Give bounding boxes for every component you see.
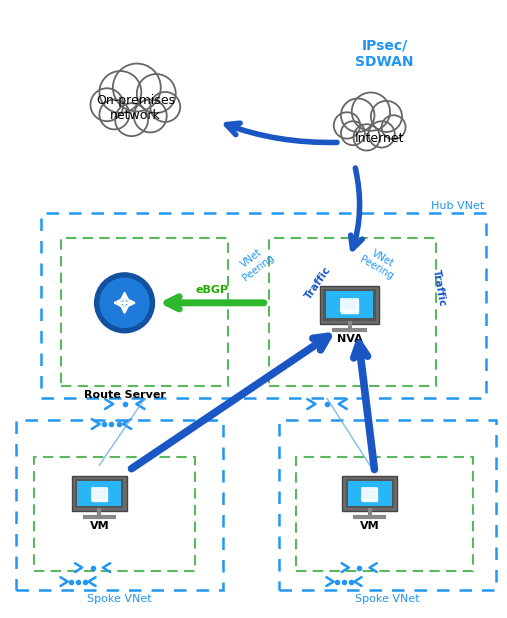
Text: IPsec/
SDWAN: IPsec/ SDWAN xyxy=(355,38,414,69)
Bar xyxy=(77,481,121,506)
Circle shape xyxy=(369,121,395,148)
Circle shape xyxy=(382,115,406,139)
Circle shape xyxy=(134,99,167,132)
Circle shape xyxy=(99,71,141,113)
Circle shape xyxy=(353,124,380,151)
Bar xyxy=(16,420,223,590)
Circle shape xyxy=(341,121,365,145)
Circle shape xyxy=(113,64,161,111)
Circle shape xyxy=(95,273,155,332)
Bar xyxy=(41,213,486,399)
Bar xyxy=(61,238,228,386)
Bar xyxy=(33,457,195,571)
Bar xyxy=(269,238,436,386)
Bar xyxy=(297,457,474,571)
Text: Internet: Internet xyxy=(355,132,405,145)
Polygon shape xyxy=(92,489,107,501)
FancyBboxPatch shape xyxy=(323,289,376,321)
Text: Traffic: Traffic xyxy=(303,265,333,302)
Text: VNet
Peering: VNet Peering xyxy=(234,243,276,283)
Bar xyxy=(325,291,374,318)
FancyBboxPatch shape xyxy=(319,286,379,324)
Circle shape xyxy=(352,93,390,131)
FancyBboxPatch shape xyxy=(346,479,394,508)
Circle shape xyxy=(371,101,402,132)
Text: Traffic: Traffic xyxy=(431,269,448,307)
Text: Spoke VNet: Spoke VNet xyxy=(355,593,420,604)
Circle shape xyxy=(334,112,360,138)
Text: Hub VNet: Hub VNet xyxy=(431,201,484,211)
Circle shape xyxy=(99,99,129,129)
Circle shape xyxy=(115,103,148,136)
Text: On-premises
network: On-premises network xyxy=(96,95,175,122)
Circle shape xyxy=(341,98,375,132)
Text: NVA: NVA xyxy=(337,334,363,344)
Circle shape xyxy=(100,278,149,328)
FancyBboxPatch shape xyxy=(71,476,127,511)
Circle shape xyxy=(90,88,123,121)
Bar xyxy=(348,481,392,506)
Polygon shape xyxy=(362,489,378,501)
FancyBboxPatch shape xyxy=(75,479,124,508)
Circle shape xyxy=(137,74,176,113)
Bar xyxy=(279,420,496,590)
Text: Route Server: Route Server xyxy=(84,390,165,400)
Text: Spoke VNet: Spoke VNet xyxy=(87,593,152,604)
Circle shape xyxy=(150,92,180,122)
Text: eBGP: eBGP xyxy=(195,285,228,295)
Text: VM: VM xyxy=(89,520,109,530)
Text: VNet
Peering: VNet Peering xyxy=(358,245,401,282)
Text: VM: VM xyxy=(360,520,380,530)
FancyBboxPatch shape xyxy=(342,476,397,511)
Polygon shape xyxy=(341,300,358,313)
